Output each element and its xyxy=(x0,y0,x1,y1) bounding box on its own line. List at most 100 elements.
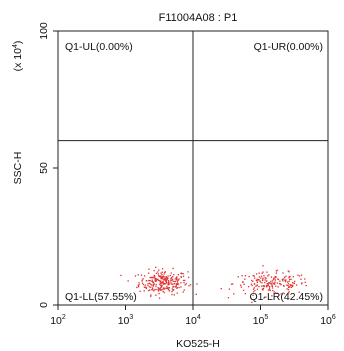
scatter-point-lr xyxy=(266,271,268,273)
scatter-point-ll xyxy=(156,278,158,280)
scatter-point-ll xyxy=(167,277,169,279)
scatter-point-ll xyxy=(162,287,165,289)
scatter-point-lr xyxy=(271,282,273,284)
scatter-point-ll xyxy=(160,277,162,280)
scatter-point-ll xyxy=(173,294,175,296)
scatter-point-ll xyxy=(161,278,163,280)
scatter-point-ll xyxy=(155,272,158,274)
scatter-point-lr xyxy=(256,281,258,283)
scatter-point-ll xyxy=(171,277,173,279)
scatter-point-ll xyxy=(153,275,155,277)
scatter-point-ll xyxy=(162,275,164,277)
scatter-point-lr xyxy=(256,273,258,275)
scatter-point-lr xyxy=(288,280,290,283)
scatter-point-lr xyxy=(268,274,270,276)
scatter-point-lr xyxy=(262,265,264,267)
scatter-point-lr xyxy=(275,285,277,287)
scatter-point-lr xyxy=(251,279,253,282)
y-tick-label: 50 xyxy=(38,162,50,174)
scatter-point-ll xyxy=(174,278,176,280)
scatter-point-ll xyxy=(162,282,164,285)
scatter-point-ll xyxy=(154,279,156,281)
scatter-point-lr xyxy=(271,284,273,286)
scatter-point-ll xyxy=(167,279,169,282)
scatter-point-ll xyxy=(148,272,150,274)
scatter-points xyxy=(120,265,315,303)
scatter-point-ll xyxy=(177,280,179,282)
scatter-point-ll xyxy=(150,284,153,286)
scatter-point-ll xyxy=(153,277,155,279)
scatter-point-ll xyxy=(161,268,164,270)
scatter-point-lr xyxy=(290,286,292,288)
scatter-point-lr xyxy=(267,285,269,287)
scatter-point-ll xyxy=(153,290,155,292)
scatter-point-ll xyxy=(167,284,169,286)
scatter-point-ll xyxy=(150,295,152,297)
scatter-point-lr xyxy=(273,291,275,293)
scatter-point-lr xyxy=(248,275,250,278)
scatter-point-ll xyxy=(188,285,190,287)
scatter-point-lr xyxy=(259,281,262,283)
scatter-point-ll xyxy=(175,285,177,287)
scatter-point-lr xyxy=(256,278,258,281)
scatter-point-ll xyxy=(157,290,160,292)
scatter-point-ll xyxy=(160,275,162,277)
scatter-point-ll xyxy=(177,274,179,276)
scatter-point-ll xyxy=(166,285,168,288)
scatter-point-ll xyxy=(127,280,129,282)
scatter-point-ll xyxy=(184,279,186,282)
scatter-point-ll xyxy=(174,280,177,282)
scatter-point-ll xyxy=(159,288,161,290)
scatter-point-ll xyxy=(182,279,185,282)
scatter-point-ll xyxy=(158,269,160,271)
scatter-point-ll xyxy=(182,291,184,293)
scatter-point-lr xyxy=(241,275,243,277)
scatter-point-ll xyxy=(154,278,156,280)
scatter-point-ll xyxy=(183,289,185,291)
scatter-point-ll xyxy=(165,280,167,282)
x-tick-label: 105 xyxy=(253,314,269,327)
scatter-point-lr xyxy=(264,277,266,279)
scatter-point-lr xyxy=(276,292,278,294)
scatter-point-lr xyxy=(262,287,265,290)
scatter-point-ll xyxy=(148,279,150,282)
scatter-point-lr xyxy=(288,271,290,273)
scatter-point-lr xyxy=(288,276,290,278)
scatter-point-lr xyxy=(276,269,278,271)
scatter-point-ll xyxy=(141,279,143,281)
scatter-point-lr xyxy=(260,275,263,277)
scatter-point-lr xyxy=(230,283,233,285)
scatter-point-lr xyxy=(253,275,255,277)
scatter-point-ll xyxy=(158,288,160,290)
scatter-point-ll xyxy=(158,275,160,277)
scatter-point-ll xyxy=(140,274,143,276)
x-tick-label: 104 xyxy=(185,314,201,327)
scatter-point-ll xyxy=(152,284,154,286)
scatter-point-lr xyxy=(271,295,273,297)
scatter-point-ll xyxy=(147,283,149,285)
scatter-point-ll xyxy=(153,289,156,291)
scatter-point-ll xyxy=(180,286,182,288)
scatter-point-lr xyxy=(227,297,230,299)
scatter-point-ll xyxy=(163,282,165,285)
scatter-point-lr xyxy=(243,283,245,285)
scatter-point-ll xyxy=(169,283,171,285)
scatter-point-ll xyxy=(151,288,154,290)
scatter-point-ll xyxy=(168,289,170,292)
scatter-point-ll xyxy=(172,267,174,270)
scatter-point-ll xyxy=(176,276,178,278)
y-tick-label: 0 xyxy=(38,302,50,308)
scatter-point-lr xyxy=(228,288,230,290)
scatter-point-ll xyxy=(160,280,162,282)
scatter-point-lr xyxy=(274,276,276,278)
scatter-point-lr xyxy=(240,284,242,286)
scatter-point-lr xyxy=(287,283,290,285)
scatter-point-ll xyxy=(149,280,151,282)
scatter-point-lr xyxy=(300,283,303,285)
x-tick-label: 102 xyxy=(50,314,66,327)
scatter-point-lr xyxy=(275,272,277,274)
scatter-point-lr xyxy=(276,282,279,284)
scatter-point-lr xyxy=(287,285,289,287)
scatter-point-lr xyxy=(220,288,222,290)
scatter-point-lr xyxy=(262,285,265,287)
